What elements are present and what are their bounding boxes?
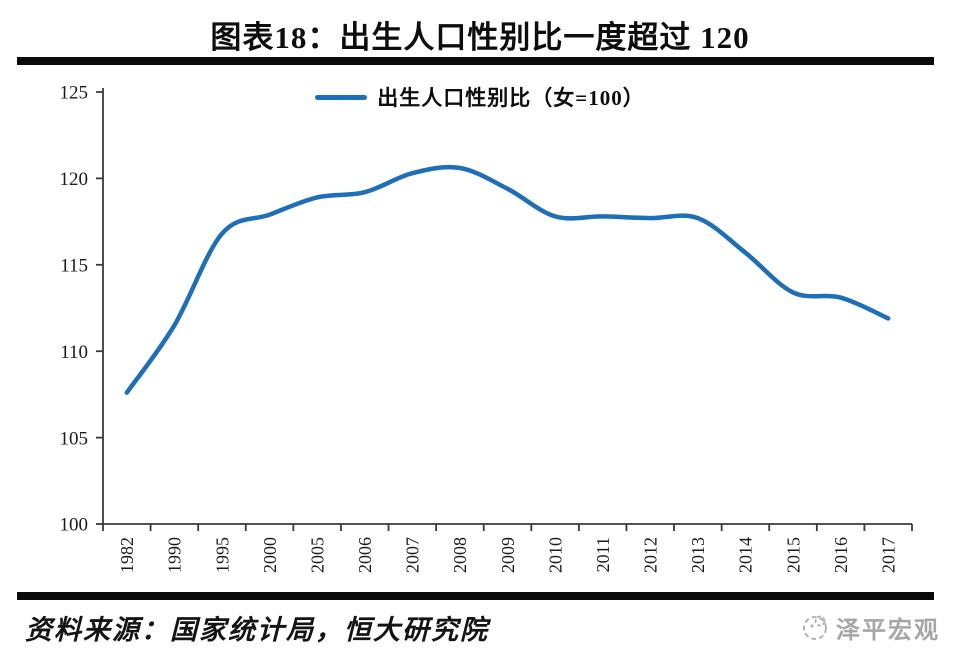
legend-line-swatch xyxy=(315,94,368,100)
source-row: 资料来源：国家统计局，恒大研究院 泽平宏观 xyxy=(25,602,940,652)
chart-legend: 出生人口性别比（女=100） xyxy=(0,82,960,112)
y-tick-label: 120 xyxy=(60,169,89,190)
x-tick-label: 1990 xyxy=(165,537,185,573)
x-tick-label: 2009 xyxy=(498,537,518,573)
legend-label: 出生人口性别比（女=100） xyxy=(377,86,645,110)
x-tick-label: 2000 xyxy=(260,537,280,573)
x-tick-label: 2015 xyxy=(783,537,803,573)
y-tick-label: 105 xyxy=(60,428,89,449)
logo-sketch-circle-icon xyxy=(803,615,827,640)
x-tick-label: 2013 xyxy=(688,537,708,573)
x-tick-label: 2008 xyxy=(450,537,470,573)
y-tick-label: 115 xyxy=(60,255,88,276)
y-tick-label: 100 xyxy=(60,515,89,536)
source-label: 资料来源：国家统计局，恒大研究院 xyxy=(25,614,489,645)
x-tick-label: 2006 xyxy=(355,537,375,573)
x-tick-label: 2005 xyxy=(307,537,327,573)
x-tick-label: 2011 xyxy=(593,537,613,572)
x-tick-label: 1982 xyxy=(117,537,137,573)
y-tick-label: 110 xyxy=(60,342,88,363)
x-tick-label: 2014 xyxy=(736,537,756,573)
bottom-divider-bar xyxy=(17,592,934,600)
x-tick-label: 2016 xyxy=(831,537,851,573)
top-divider-bar xyxy=(17,57,934,65)
chart-title: 图表18：出生人口性别比一度超过 120 xyxy=(210,20,750,55)
y-tick-label: 125 xyxy=(60,83,89,104)
x-tick-label: 2012 xyxy=(641,537,661,573)
series-line xyxy=(124,164,891,395)
x-tick-label: 2007 xyxy=(403,537,423,573)
x-tick-label: 1995 xyxy=(212,537,232,573)
x-tick-label: 2017 xyxy=(879,537,899,573)
publisher-logo: 泽平宏观 xyxy=(800,610,940,645)
logo-text: 泽平宏观 xyxy=(836,617,940,644)
x-tick-label: 2010 xyxy=(545,537,565,573)
